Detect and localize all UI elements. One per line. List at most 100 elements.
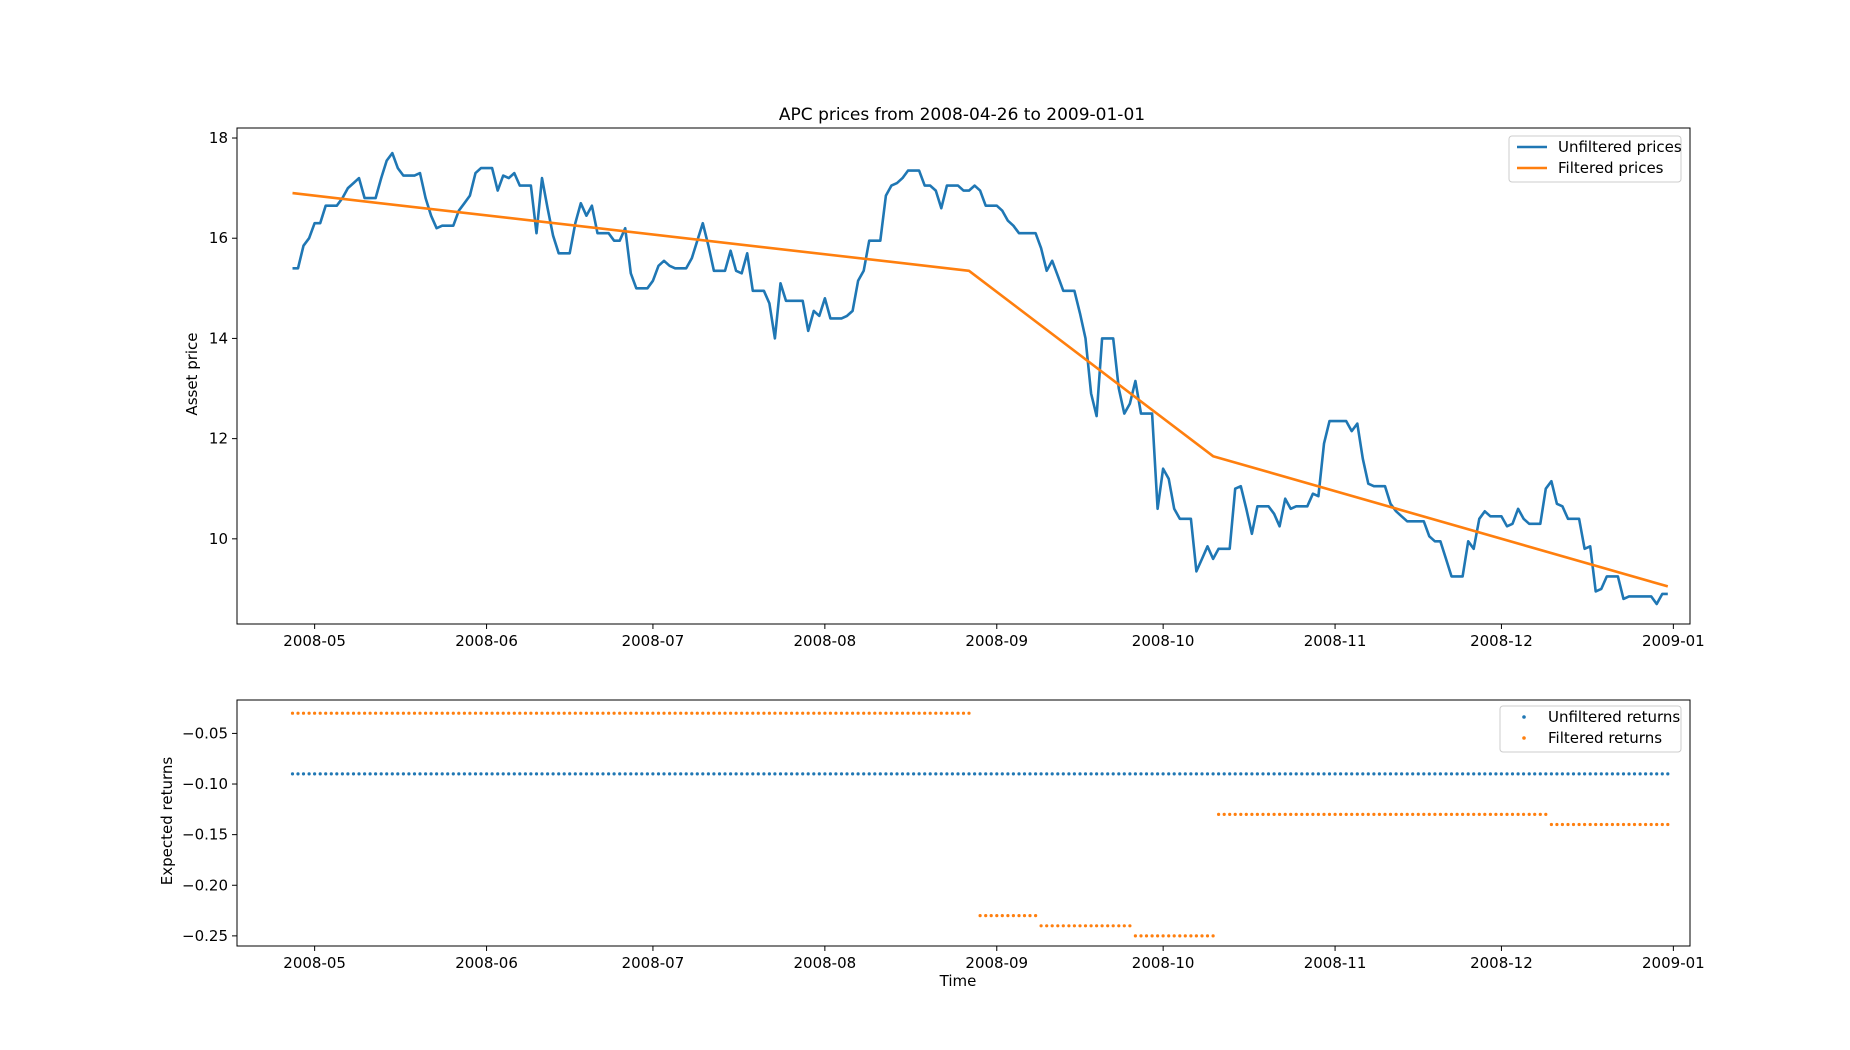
data-point [1022, 914, 1027, 918]
data-point [1172, 934, 1176, 938]
legend-box [1499, 705, 1682, 753]
data-point [806, 772, 810, 776]
data-point [1150, 772, 1154, 776]
data-point [584, 711, 589, 715]
data-point [607, 772, 611, 776]
data-point [1156, 772, 1160, 776]
data-point [1621, 772, 1626, 776]
data-point [651, 711, 655, 715]
y-tick-label: −0.20 [182, 876, 228, 894]
data-point [1366, 772, 1370, 776]
data-point [451, 711, 455, 715]
data-point [1571, 772, 1576, 776]
data-point [518, 711, 522, 715]
data-point [1588, 822, 1592, 827]
data-point [1083, 924, 1088, 928]
x-tick-label: 2008-06 [455, 632, 518, 650]
data-point [529, 772, 533, 776]
data-point [1599, 822, 1603, 827]
data-point [895, 711, 899, 715]
data-point [324, 711, 328, 715]
data-point [978, 772, 982, 776]
data-point [1510, 812, 1515, 817]
data-point [601, 772, 605, 776]
data-point [1483, 812, 1487, 817]
data-point [640, 772, 644, 776]
data-point [407, 711, 411, 715]
data-point [1045, 924, 1049, 928]
data-point [1438, 772, 1442, 776]
data-point [651, 772, 655, 776]
data-point [396, 711, 400, 715]
data-point [1189, 772, 1193, 776]
data-point [1594, 822, 1598, 827]
data-point [290, 711, 295, 715]
data-point [1644, 822, 1648, 827]
data-point [1666, 822, 1670, 827]
data-point [1610, 822, 1614, 827]
data-point [1516, 812, 1520, 817]
data-point [346, 772, 350, 776]
data-point [1405, 772, 1409, 776]
data-point [512, 772, 516, 776]
data-point [523, 772, 528, 776]
y-tick-label: −0.10 [182, 775, 228, 793]
data-point [1361, 772, 1365, 776]
data-point [1316, 772, 1320, 776]
data-point [679, 711, 683, 715]
data-point [1266, 812, 1271, 817]
data-point [1000, 914, 1004, 918]
data-point [1294, 772, 1298, 776]
data-point [534, 772, 539, 776]
data-point [590, 711, 594, 715]
data-point [1128, 772, 1132, 776]
data-point [1499, 772, 1503, 776]
data-point [612, 711, 616, 715]
data-point [900, 711, 905, 715]
data-point [351, 772, 356, 776]
data-point [1322, 772, 1326, 776]
data-point [1233, 812, 1237, 817]
data-point [1416, 812, 1420, 817]
data-point [1444, 772, 1448, 776]
data-point [712, 772, 716, 776]
data-point [1050, 772, 1054, 776]
data-point [629, 711, 633, 715]
data-point [540, 772, 544, 776]
data-point [429, 772, 433, 776]
data-point [1083, 772, 1088, 776]
data-point [1178, 772, 1182, 776]
legend-box [1508, 135, 1682, 183]
data-point [1344, 812, 1348, 817]
data-point [573, 711, 577, 715]
data-point [706, 772, 711, 776]
data-point [1133, 772, 1137, 776]
data-point [473, 711, 478, 715]
data-point [712, 711, 716, 715]
data-point [595, 711, 600, 715]
data-point [301, 711, 306, 715]
data-point [1505, 812, 1509, 817]
data-point [1605, 772, 1609, 776]
data-point [1605, 822, 1609, 827]
data-point [701, 772, 705, 776]
data-point [451, 772, 455, 776]
data-point [551, 711, 555, 715]
x-tick-label: 2008-10 [1132, 954, 1195, 972]
data-point [1144, 934, 1149, 938]
data-point [906, 772, 910, 776]
data-point [1061, 772, 1065, 776]
data-point [1283, 812, 1287, 817]
price-legend: Unfiltered prices Filtered prices [1508, 135, 1682, 183]
data-point [1638, 822, 1642, 827]
data-point [324, 772, 328, 776]
data-point [1477, 772, 1481, 776]
legend-label-unfiltered-prices: Unfiltered prices [1558, 138, 1682, 156]
data-point [1433, 812, 1437, 817]
data-point [1583, 772, 1587, 776]
data-point [435, 772, 439, 776]
data-point [1056, 772, 1060, 776]
data-point [335, 711, 339, 715]
data-point [995, 914, 999, 918]
data-point [1095, 924, 1099, 928]
